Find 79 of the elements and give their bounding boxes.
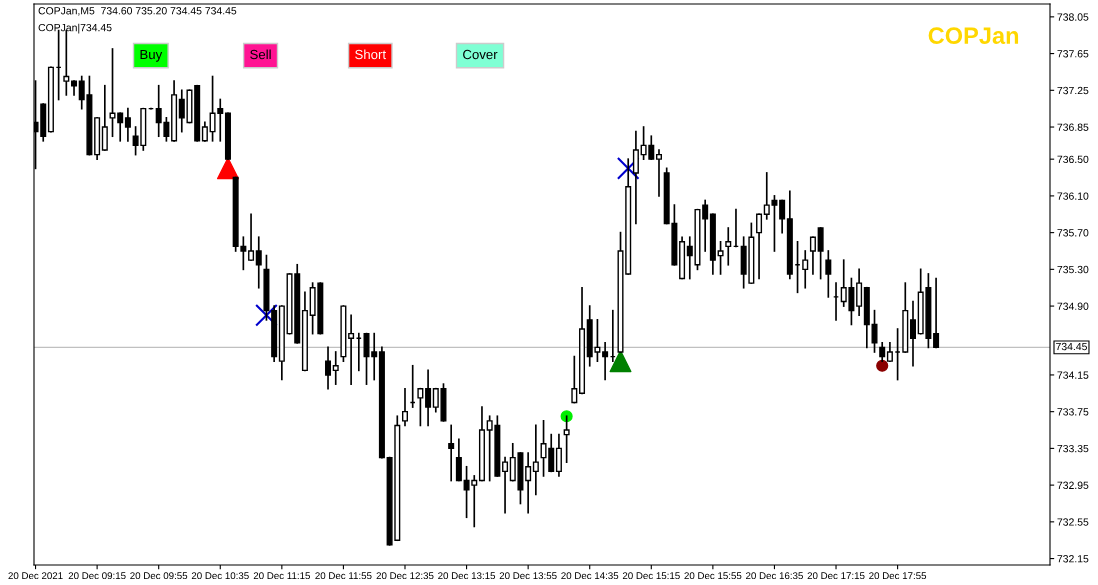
candlestick xyxy=(571,355,578,404)
candlestick xyxy=(448,424,455,482)
point xyxy=(560,410,573,423)
annotation: Short xyxy=(355,49,386,60)
candlestick xyxy=(886,341,893,363)
text: COPJan|734.45 xyxy=(38,23,112,34)
candlestick xyxy=(756,213,763,280)
x-tick-label: 20 Dec 09:15 xyxy=(68,572,126,580)
y-tick-label: 738.05 xyxy=(1057,13,1089,21)
candlestick xyxy=(933,277,940,349)
candlestick xyxy=(871,309,878,353)
x-tick-label: 20 Dec 13:55 xyxy=(499,572,557,580)
annotation: Cover xyxy=(463,49,498,60)
y-tick-label: 733.35 xyxy=(1057,444,1089,453)
candlestick xyxy=(809,236,816,275)
x-tick-label: 20 Dec 16:35 xyxy=(746,572,803,580)
annotation: Sell xyxy=(250,49,271,60)
x-tick-label: 20 Dec 15:15 xyxy=(622,572,680,580)
candlestick xyxy=(856,268,863,317)
annotation: COPJan xyxy=(928,27,1019,44)
x-tick-label: 20 Dec 12:35 xyxy=(376,572,434,580)
candlestick xyxy=(417,387,424,427)
candlestick xyxy=(425,369,432,427)
candlestick xyxy=(563,415,570,464)
x-tick-label: 20 Dec 14:35 xyxy=(561,572,619,580)
candlestick xyxy=(555,433,562,477)
point xyxy=(216,157,239,180)
x-tick-label: 20 Dec 13:15 xyxy=(438,572,496,580)
candlestick xyxy=(255,236,262,289)
y-tick-label: 737.25 xyxy=(1057,86,1089,95)
candlestick xyxy=(525,452,532,514)
candlestick xyxy=(532,424,539,496)
candlestick xyxy=(401,387,408,427)
annotation: Buy xyxy=(140,49,163,62)
candlestick xyxy=(101,84,108,151)
candlestick xyxy=(602,341,609,381)
y-tick-label: 734.90 xyxy=(1057,302,1089,310)
candlestick xyxy=(717,240,724,275)
y-tick-label: 735.70 xyxy=(1057,229,1089,237)
y-tick-label: 734.15 xyxy=(1057,371,1089,379)
x-tick-label: 20 Dec 11:15 xyxy=(253,572,310,580)
y-tick-label: 732.95 xyxy=(1057,481,1089,489)
candlestick xyxy=(502,456,509,514)
y-tick-label: 737.65 xyxy=(1057,50,1089,58)
y-tick-label: 735.30 xyxy=(1057,265,1089,274)
y-tick-label: 736.85 xyxy=(1057,123,1089,131)
point xyxy=(609,350,632,373)
candlestick xyxy=(248,213,255,262)
candlestick xyxy=(325,346,332,390)
candlestick xyxy=(802,250,809,289)
ref-line-label: 734.45 xyxy=(1056,342,1087,351)
candlestick xyxy=(725,227,732,266)
candlestick xyxy=(909,300,916,367)
candlestick xyxy=(879,341,886,363)
candlestick xyxy=(632,130,639,225)
y-tick-label: 732.55 xyxy=(1057,518,1089,526)
candlestick xyxy=(201,121,208,142)
y-tick-label: 732.15 xyxy=(1057,555,1089,563)
x-tick-label: 20 Dec 09:55 xyxy=(130,572,188,580)
candlestick xyxy=(779,199,786,234)
candlestick xyxy=(455,438,462,482)
candlestick xyxy=(655,149,662,197)
x-tick-label: 20 Dec 2021 xyxy=(8,572,63,580)
candlestick xyxy=(817,227,824,280)
x-tick-label: 20 Dec 17:15 xyxy=(807,572,865,580)
chart-title: COPJan,M5 734.60 735.20 734.45 734.45 xyxy=(38,7,237,16)
y-tick-label: 736.10 xyxy=(1057,192,1089,200)
x-tick-label: 20 Dec 15:55 xyxy=(684,572,742,580)
y-tick-label: 733.75 xyxy=(1057,408,1089,416)
candlestick xyxy=(332,351,339,385)
x-tick-label: 20 Dec 10:35 xyxy=(191,572,249,580)
candlestick xyxy=(825,250,832,298)
x-tick-label: 20 Dec 11:55 xyxy=(315,572,372,580)
x-tick-label: 20 Dec 17:55 xyxy=(869,572,927,580)
candlestick xyxy=(348,314,355,385)
y-tick-label: 736.50 xyxy=(1057,155,1089,164)
candlestick xyxy=(702,199,709,252)
candlestick xyxy=(124,107,131,142)
point xyxy=(876,359,889,372)
